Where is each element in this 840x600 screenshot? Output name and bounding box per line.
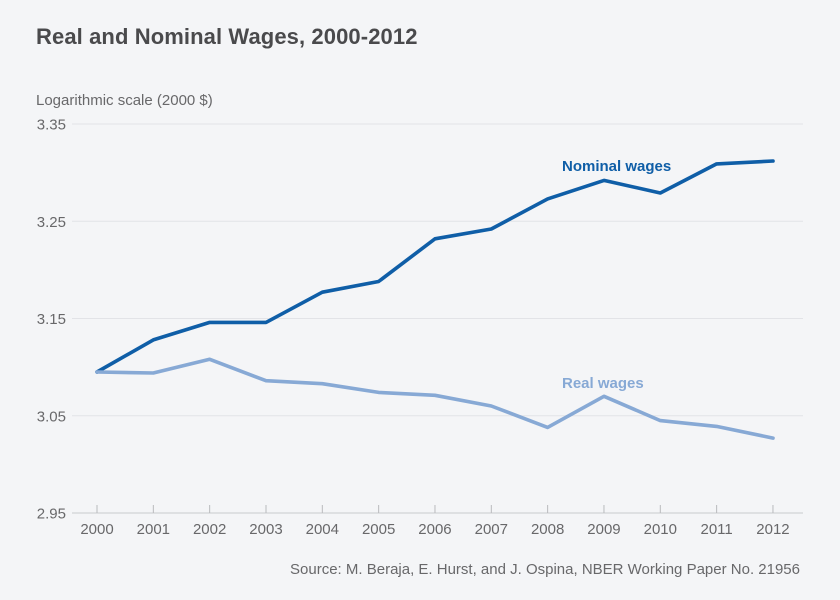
y-tick-label: 3.05 — [37, 408, 66, 425]
real-wages-line — [95, 357, 775, 440]
x-tick-label: 2000 — [80, 521, 113, 538]
nominal-wages-line — [95, 159, 775, 374]
x-tick-label: 2003 — [249, 521, 282, 538]
chart-title: Real and Nominal Wages, 2000-2012 — [36, 24, 418, 49]
x-tick-label: 2001 — [137, 521, 170, 538]
y-tick-label: 3.15 — [37, 311, 66, 328]
x-tick-label: 2012 — [756, 521, 789, 538]
x-tick-label: 2004 — [306, 521, 339, 538]
x-tick-label: 2011 — [700, 521, 732, 538]
x-tick-label: 2010 — [644, 521, 677, 538]
y-axis-label: Logarithmic scale (2000 $) — [36, 92, 213, 109]
y-tick-label: 3.25 — [37, 214, 66, 231]
x-tick-label: 2002 — [193, 521, 226, 538]
source-note: Source: M. Beraja, E. Hurst, and J. Ospi… — [290, 561, 800, 578]
x-tick-label: 2009 — [587, 521, 620, 538]
x-tick-label: 2006 — [418, 521, 451, 538]
real-wages-label: Real wages — [562, 375, 644, 392]
y-tick-label: 3.35 — [37, 117, 66, 134]
nominal-wages-label: Nominal wages — [562, 158, 671, 175]
x-tick-label: 2008 — [531, 521, 564, 538]
x-tick-label: 2007 — [475, 521, 508, 538]
y-tick-label: 2.95 — [37, 506, 66, 523]
x-tick-label: 2005 — [362, 521, 395, 538]
